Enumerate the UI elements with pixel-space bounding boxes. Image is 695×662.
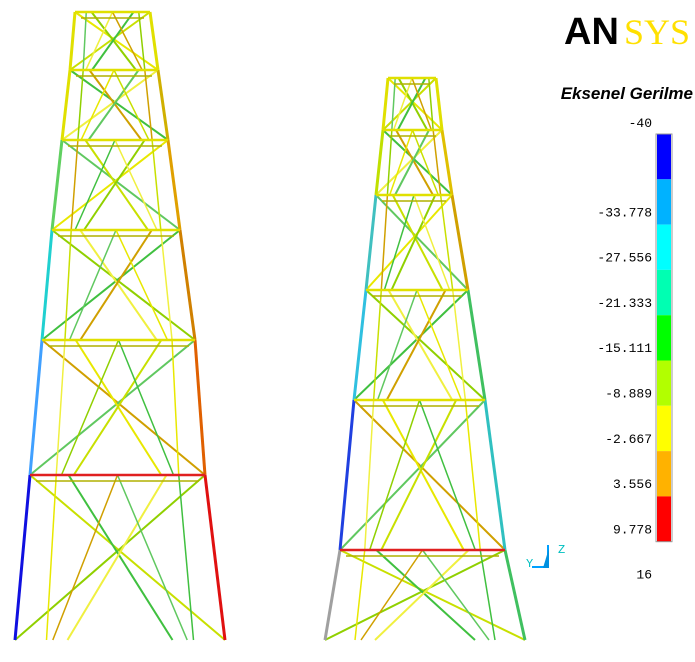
logo-right: SYS: [624, 12, 690, 52]
truss-member: [442, 130, 452, 195]
truss-member: [340, 400, 354, 550]
truss-member: [392, 195, 436, 290]
truss-member: [505, 550, 525, 640]
truss-member: [387, 130, 391, 195]
truss-member: [62, 340, 119, 475]
legend-label: -40: [629, 116, 652, 131]
legend-label: -27.556: [597, 251, 652, 266]
truss-member: [65, 230, 71, 340]
truss-member: [387, 290, 446, 400]
truss-member: [172, 340, 179, 475]
triad-z-label: Z: [558, 543, 565, 557]
truss-member: [365, 400, 374, 550]
legend-label: -8.889: [605, 387, 652, 402]
legend-label: 9.778: [613, 522, 652, 537]
axis-triad: Z Y: [526, 543, 565, 571]
truss-member: [180, 230, 195, 340]
truss-member: [161, 230, 172, 340]
truss-member: [119, 340, 174, 475]
truss-member: [414, 195, 450, 290]
truss-member: [70, 12, 75, 70]
truss-member: [393, 195, 443, 290]
truss-member: [145, 70, 152, 140]
truss-member: [383, 78, 388, 130]
truss-member: [158, 70, 168, 140]
truss-member: [381, 400, 456, 550]
legend-swatch: [657, 406, 671, 451]
truss-member: [441, 195, 453, 290]
truss-member: [179, 475, 194, 640]
truss-member: [62, 70, 70, 140]
legend-swatch: [657, 496, 671, 541]
truss-member: [376, 130, 383, 195]
legend-swatch: [657, 451, 671, 496]
truss-member: [374, 290, 382, 400]
truss-member: [42, 340, 205, 475]
truss-member: [30, 340, 195, 475]
truss-member: [195, 340, 205, 475]
truss-member: [355, 550, 365, 640]
legend-swatch: [657, 315, 671, 360]
legend-label: -2.667: [605, 432, 652, 447]
truss-member: [325, 550, 340, 640]
truss-member: [480, 550, 495, 640]
legend-title: Eksenel Gerilme: [561, 84, 693, 103]
legend-label: -21.333: [597, 296, 652, 311]
truss-member: [139, 12, 145, 70]
truss-member: [168, 140, 180, 230]
truss-member: [78, 70, 83, 140]
truss-member: [429, 78, 433, 130]
truss-member: [366, 195, 376, 290]
legend-swatch: [657, 179, 671, 224]
truss-member: [15, 475, 30, 640]
truss-member: [436, 78, 442, 130]
truss-member: [30, 340, 42, 475]
legend-swatch: [657, 270, 671, 315]
truss-member: [485, 400, 505, 550]
truss-member: [83, 12, 86, 70]
truss-member: [56, 340, 65, 475]
truss-member: [47, 475, 57, 640]
truss-member: [375, 550, 469, 640]
truss-member: [395, 130, 429, 195]
legend: -40 -33.778 -27.556 -21.333 -15.111 -8.889 -2.…: [597, 116, 672, 583]
legend-label: 3.556: [613, 477, 652, 492]
ansys-view: AN SYS Eksenel Gerilme -40 -33.778 -27.556…: [0, 0, 695, 662]
legend-label: 16: [636, 568, 652, 583]
truss-member: [69, 475, 173, 640]
truss-member: [71, 140, 78, 230]
legend-swatch: [657, 361, 671, 406]
logo-left: AN: [564, 11, 619, 53]
truss-member: [325, 550, 505, 640]
truss-member: [381, 195, 387, 290]
truss-member: [205, 475, 225, 640]
truss-member: [150, 12, 158, 70]
truss-member: [354, 290, 366, 400]
truss-member: [52, 140, 62, 230]
truss-member: [42, 230, 52, 340]
legend-swatch: [657, 134, 671, 179]
truss-towers: [15, 12, 525, 640]
legend-label: -15.111: [597, 341, 652, 356]
truss-member: [392, 78, 395, 130]
truss-member: [468, 290, 485, 400]
truss-member: [152, 140, 161, 230]
legend-swatch: [657, 225, 671, 270]
legend-label: -33.778: [597, 205, 652, 220]
triad-y-label: Y: [526, 557, 533, 571]
